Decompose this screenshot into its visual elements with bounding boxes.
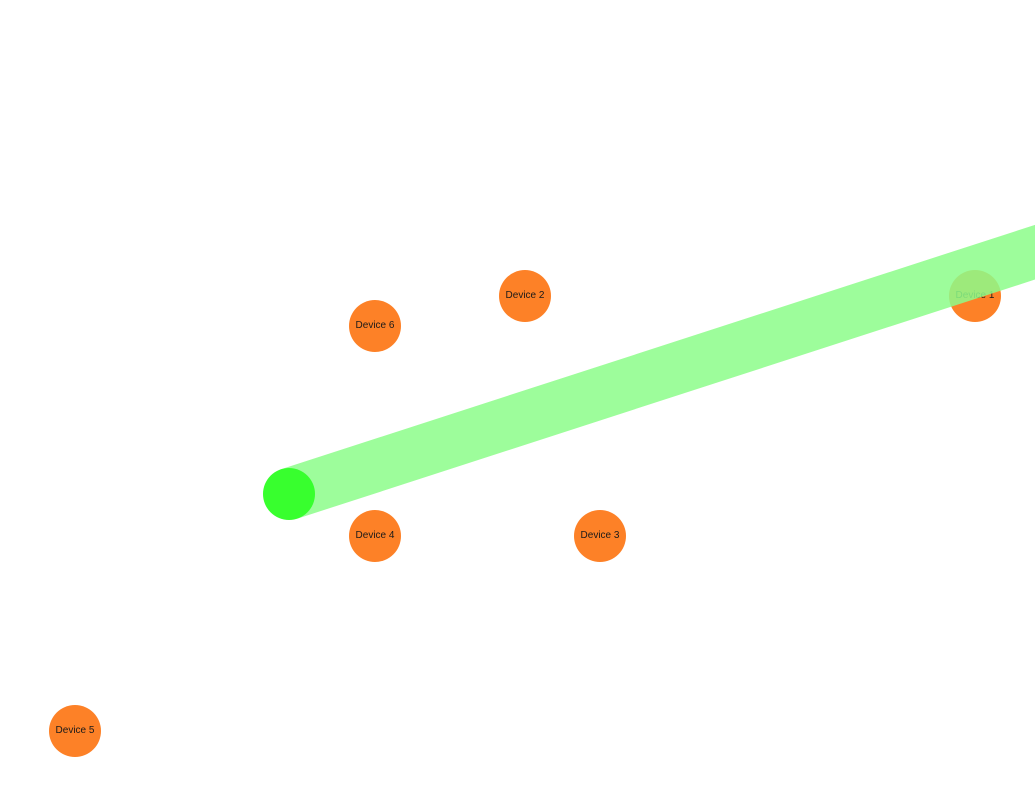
device-node-5[interactable]: Device 5 [49,705,101,757]
device-node-4[interactable]: Device 4 [349,510,401,562]
device-label: Device 6 [355,320,395,331]
device-label: Device 5 [55,725,95,736]
device-label: Device 1 [955,290,995,301]
signal-beam [280,224,1035,519]
device-node-6[interactable]: Device 6 [349,300,401,352]
device-node-2[interactable]: Device 2 [499,270,551,322]
device-label: Device 4 [355,530,395,541]
device-label: Device 2 [505,290,545,301]
signal-source-node[interactable] [263,468,315,520]
device-node-3[interactable]: Device 3 [574,510,626,562]
device-node-1[interactable]: Device 1 [949,270,1001,322]
device-label: Device 3 [580,530,620,541]
